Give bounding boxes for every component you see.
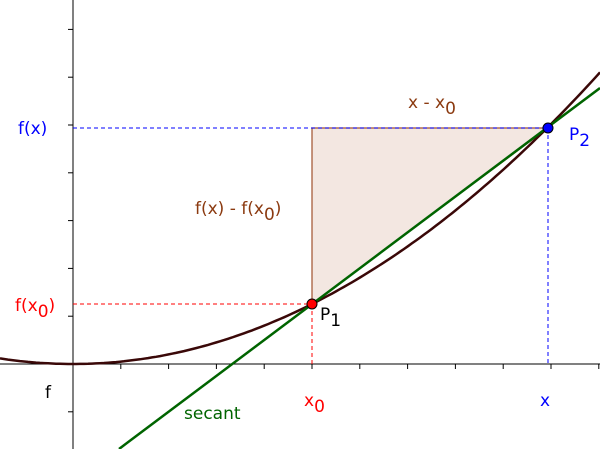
dy-label: f(x) - f(x0) xyxy=(195,199,281,225)
fx0-label: f(x0) xyxy=(15,296,55,322)
function-curve xyxy=(0,71,600,366)
label-text: x xyxy=(304,391,314,411)
subscript: 0 xyxy=(445,99,456,119)
label-text: secant xyxy=(184,404,241,424)
secant-label: secant xyxy=(184,404,241,424)
axis-ticks xyxy=(68,28,600,413)
label-text: x xyxy=(540,391,550,411)
f-label: f xyxy=(45,383,52,403)
subscript: 0 xyxy=(38,302,49,322)
subscript: 0 xyxy=(264,205,275,225)
p1-label: P1 xyxy=(320,305,341,331)
label-text: P xyxy=(569,125,579,145)
fx-label: f(x) xyxy=(18,119,47,139)
p2-label: P2 xyxy=(569,125,590,151)
label-text: f(x xyxy=(15,296,38,316)
subscript: 2 xyxy=(579,131,590,151)
subscript: 0 xyxy=(314,397,325,417)
label-text: f(x) xyxy=(18,119,47,139)
label-text: ) xyxy=(275,199,282,219)
label-text: P xyxy=(320,305,330,325)
label-text: f(x) - f(x xyxy=(195,199,264,219)
dx-label: x - x0 xyxy=(408,93,456,119)
label-text: ) xyxy=(49,296,56,316)
secant-line xyxy=(118,87,600,449)
label-text: x - x xyxy=(408,93,445,113)
x-label: x xyxy=(540,391,550,411)
label-text: f xyxy=(45,383,52,403)
x0-label: x0 xyxy=(304,391,325,417)
point-p1 xyxy=(306,298,318,310)
subscript: 1 xyxy=(330,311,341,331)
point-p2 xyxy=(542,122,554,134)
